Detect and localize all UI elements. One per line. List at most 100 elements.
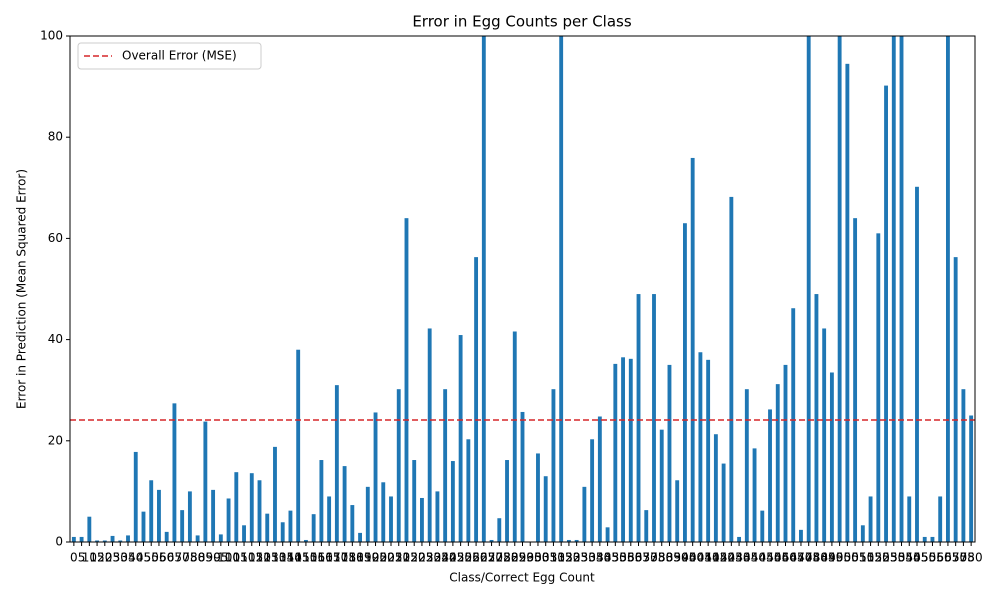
- bar: [582, 486, 587, 542]
- bar: [265, 513, 270, 542]
- x-tick-label: 310: [542, 551, 565, 565]
- bar: [342, 466, 347, 542]
- bar: [729, 196, 734, 542]
- x-tick-label: 425: [720, 551, 743, 565]
- x-tick-label: 255: [457, 551, 480, 565]
- x-tick-label: 20: [97, 551, 112, 565]
- x-tick-label: 315: [550, 551, 573, 565]
- x-tick-label: 120: [248, 551, 271, 565]
- x-tick-label: 405: [689, 551, 712, 565]
- x-tick-label: 0: [70, 551, 78, 565]
- bar: [574, 539, 579, 542]
- x-tick-label: 570: [944, 551, 967, 565]
- x-tick-label: 200: [372, 551, 395, 565]
- bar: [458, 335, 463, 542]
- bar: [420, 497, 424, 542]
- bar: [319, 460, 324, 542]
- x-tick-label: 235: [426, 551, 449, 565]
- x-tick-label: 565: [936, 551, 959, 565]
- x-tick-label: 460: [774, 551, 797, 565]
- x-tick-label: 370: [635, 551, 658, 565]
- x-tick-label: 185: [349, 551, 372, 565]
- x-tick-label: 455: [766, 551, 789, 565]
- x-tick-label: 355: [612, 551, 635, 565]
- x-tick-label: 415: [704, 551, 727, 565]
- bar: [945, 36, 950, 542]
- bar: [698, 352, 703, 542]
- bar: [868, 496, 873, 542]
- x-tick-label: 50: [144, 551, 159, 565]
- bar: [891, 36, 896, 542]
- x-tick-label: 435: [735, 551, 758, 565]
- x-tick-label: 465: [782, 551, 805, 565]
- x-tick-label: 500: [836, 551, 859, 565]
- x-tick-label: 245: [441, 551, 464, 565]
- x-tick-label: 115: [240, 551, 263, 565]
- bar: [806, 36, 811, 542]
- bar: [559, 36, 564, 542]
- bar: [381, 482, 386, 542]
- bar: [667, 364, 672, 542]
- x-tick-label: 195: [364, 551, 387, 565]
- x-tick-label: 130: [264, 551, 287, 565]
- y-axis-label: Error in Prediction (Mean Squared Error): [15, 169, 29, 409]
- x-tick-label: 210: [387, 551, 410, 565]
- bar: [489, 539, 494, 542]
- x-tick-label: 85: [198, 551, 213, 565]
- x-tick-label: 335: [581, 551, 604, 565]
- bar: [938, 496, 943, 542]
- bar: [659, 429, 664, 542]
- x-tick-label: 510: [851, 551, 874, 565]
- x-tick-label: 330: [573, 551, 596, 565]
- bar: [706, 359, 711, 542]
- x-tick-label: 360: [619, 551, 642, 565]
- bar: [543, 476, 548, 542]
- x-tick-label: 260: [465, 551, 488, 565]
- x-tick-label: 560: [929, 551, 952, 565]
- x-tick-label: 140: [279, 551, 302, 565]
- bar: [597, 416, 602, 542]
- x-tick-label: 450: [759, 551, 782, 565]
- bar: [752, 448, 757, 542]
- x-tick-label: 380: [650, 551, 673, 565]
- bar: [853, 218, 858, 542]
- bar: [79, 536, 84, 542]
- x-tick-label: 90: [205, 551, 220, 565]
- bar: [242, 525, 246, 542]
- x-tick-label: 290: [511, 551, 534, 565]
- bar: [512, 331, 517, 542]
- bar: [450, 461, 455, 542]
- bar: [288, 510, 293, 542]
- bar: [628, 358, 633, 542]
- x-tick-label: 475: [797, 551, 820, 565]
- y-tick-label: 80: [48, 130, 63, 144]
- bar: [149, 480, 154, 542]
- x-tick-label: 45: [136, 551, 151, 565]
- bar: [760, 510, 765, 542]
- bar: [172, 403, 177, 542]
- bar: [412, 460, 417, 542]
- x-tick-label: 225: [410, 551, 433, 565]
- bar: [180, 510, 185, 542]
- x-tick-label: 440: [743, 551, 766, 565]
- bar: [768, 409, 772, 542]
- x-tick-label: 295: [519, 551, 542, 565]
- x-tick-label: 545: [906, 551, 929, 565]
- bar: [652, 294, 656, 542]
- bar: [845, 63, 850, 542]
- x-tick-label: 420: [712, 551, 735, 565]
- bar: [466, 439, 471, 542]
- x-tick-label: 5: [78, 551, 86, 565]
- x-tick-label: 65: [167, 551, 182, 565]
- bar: [675, 480, 680, 542]
- x-tick-label: 190: [356, 551, 379, 565]
- bar: [536, 453, 540, 542]
- x-tick-label: 285: [503, 551, 526, 565]
- bar: [907, 496, 912, 542]
- x-tick-label: 15: [89, 551, 104, 565]
- x-tick-label: 35: [120, 551, 135, 565]
- x-tick-label: 515: [859, 551, 882, 565]
- x-tick-label: 175: [333, 551, 356, 565]
- bar: [474, 257, 479, 542]
- x-tick-label: 490: [820, 551, 843, 565]
